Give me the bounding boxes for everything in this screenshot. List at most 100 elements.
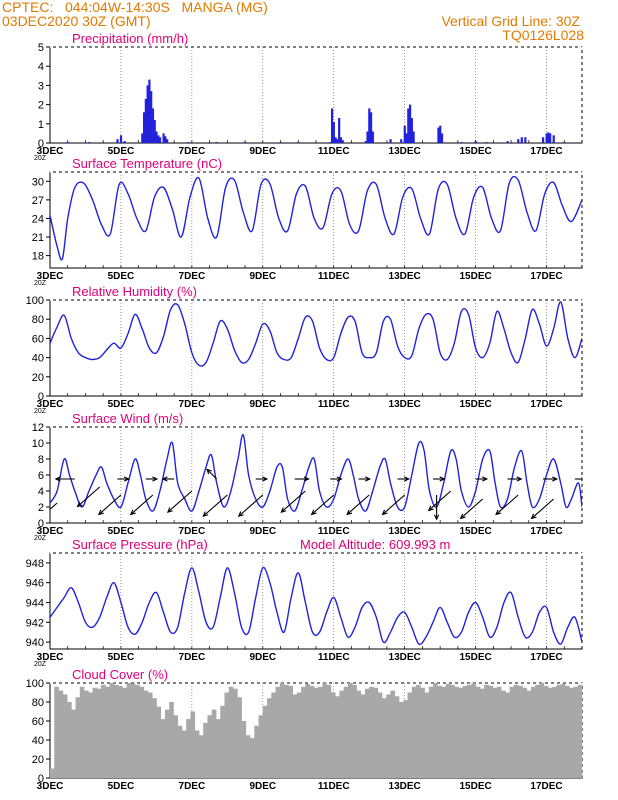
cloud-bar	[267, 698, 272, 778]
precip-bar	[368, 108, 371, 143]
wind-arrow-head	[152, 476, 159, 482]
header-station: CPTEC: 044:04W-14:30S MANGA (MG)	[2, 0, 268, 15]
precip-bar	[215, 142, 218, 143]
precip-bar	[146, 85, 149, 143]
y-tick-label: 0	[38, 518, 44, 530]
precip-bar	[142, 112, 146, 143]
panel-title: Relative Humidity (%)	[72, 284, 197, 299]
cloud-bar	[143, 690, 149, 778]
cloud-bar	[356, 690, 362, 778]
x-tick-label: 11DEC	[318, 781, 350, 792]
cloud-bar	[335, 696, 340, 778]
precip-bar	[164, 136, 167, 143]
panel-frame	[49, 299, 583, 397]
precip-bar	[541, 137, 545, 143]
cloud-bar	[411, 686, 417, 778]
precip-bar	[371, 131, 374, 143]
cloud-bar	[215, 719, 221, 778]
cloud-bar	[288, 685, 293, 778]
x-tick-label: 9DEC	[249, 781, 276, 792]
cloud-bar	[428, 686, 434, 778]
precip-bar	[563, 142, 566, 143]
wind-arrow-head	[433, 514, 440, 521]
precip-bar	[339, 137, 343, 143]
y-tick-label: 1	[38, 119, 44, 131]
wind-arrow	[50, 502, 58, 510]
panel-title: Surface Temperature (nC)	[72, 156, 222, 171]
x-tick-label: 5DEC	[108, 526, 135, 537]
x-tick-label: 3DEC	[37, 271, 64, 282]
x-tick-label: 13DEC	[389, 271, 421, 282]
panel-4: 940 942 944 946 948 3DEC 5DEC 7DEC 9DEC 11DEC 13DE…	[26, 537, 583, 668]
y-tick-label: 40	[32, 735, 44, 747]
cloud-bar	[160, 719, 166, 778]
series-line	[50, 175, 582, 261]
y-tick-label: 20	[32, 754, 44, 766]
precip-bar	[552, 135, 555, 143]
x-tick-label: 11DEC	[318, 526, 350, 537]
y-tick-label: 24	[32, 213, 44, 225]
cloud-bar	[560, 683, 566, 778]
cloud-bar	[330, 692, 336, 778]
cloud-bar	[501, 690, 506, 778]
cloud-bar	[139, 686, 145, 778]
cloud-bar	[135, 684, 140, 778]
cloud-bar	[343, 686, 349, 778]
y-tick-label: 8	[38, 454, 44, 466]
cloud-bar	[450, 684, 455, 778]
y-tick-label: 21	[32, 232, 44, 244]
cloud-bar	[271, 692, 276, 778]
cloud-bar	[479, 688, 485, 778]
precip-bar	[157, 135, 160, 143]
cloud-bar	[535, 684, 540, 778]
cloud-bar	[552, 686, 557, 778]
y-tick-label: 6	[38, 470, 44, 482]
precip-bar	[158, 137, 162, 143]
precip-bar	[162, 133, 165, 143]
panel-data	[50, 434, 582, 521]
precip-bar	[410, 118, 413, 143]
cloud-bar	[462, 685, 468, 778]
cloud-bar	[377, 692, 383, 778]
precip-bar	[485, 142, 488, 143]
y-tick-label: 2	[38, 100, 44, 112]
cloud-bar	[556, 684, 562, 778]
cloud-bar	[224, 692, 230, 778]
cloud-bar	[390, 690, 396, 778]
cloud-bar	[228, 686, 234, 778]
cloud-bar	[420, 687, 425, 778]
x-tick-label: 5DEC	[108, 652, 135, 663]
x-tick-label: 13DEC	[389, 652, 421, 663]
x-tick-label: 15DEC	[459, 526, 491, 537]
x-cut-label: 20Z	[34, 661, 47, 668]
cloud-bar	[416, 684, 421, 778]
cloud-bar	[164, 709, 170, 778]
wind-arrow	[206, 468, 218, 480]
x-tick-label: 3DEC	[37, 399, 64, 410]
x-tick-label: 17DEC	[530, 781, 562, 792]
y-tick-label: 4	[38, 486, 44, 498]
y-tick-label: 80	[32, 697, 44, 709]
panel-data	[66, 79, 566, 143]
series-line	[50, 301, 582, 367]
cloud-bar	[386, 694, 391, 778]
y-tick-label: 942	[26, 617, 44, 629]
cloud-bar	[130, 683, 136, 778]
wind-arrow-head	[202, 511, 209, 517]
precip-bar	[506, 141, 509, 143]
panel-1: 18 21 24 27 30 3DEC 5DEC 7DEC 9DEC 11DEC 13DEC 15DE…	[32, 156, 583, 287]
precip-bar	[389, 139, 392, 143]
wind-arrow-head	[530, 513, 537, 520]
x-tick-label: 17DEC	[530, 526, 562, 537]
cloud-bar	[126, 683, 132, 778]
precip-bar	[440, 133, 444, 143]
cloud-bar	[424, 692, 430, 778]
x-tick-label: 9DEC	[249, 399, 276, 410]
header-grid-note: Vertical Grid Line: 30Z	[441, 13, 580, 29]
wind-arrow	[130, 494, 154, 515]
panel-2: 0 20 40 60 80 100 3DEC 5DEC 7DEC 9DEC 11DEC 13DEC 15…	[26, 284, 583, 415]
cloud-bar	[58, 690, 64, 778]
x-tick-label: 7DEC	[179, 399, 206, 410]
precip-bar	[460, 142, 463, 143]
precip-bar	[341, 140, 344, 143]
